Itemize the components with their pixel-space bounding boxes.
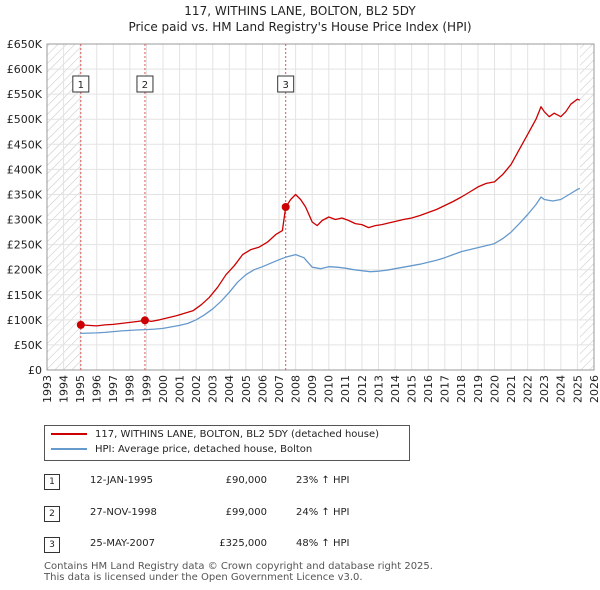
legend-label-hpi: HPI: Average price, detached house, Bolt…: [95, 444, 313, 455]
transaction-hpi-change: 48% ↑ HPI: [296, 538, 350, 549]
plot-background: [47, 44, 594, 370]
x-tick-label: 2009: [306, 375, 319, 403]
x-tick-label: 1994: [57, 375, 70, 403]
y-tick-label: £450K: [7, 138, 43, 151]
sale-point: [281, 203, 290, 211]
transaction-price: £325,000: [219, 538, 267, 549]
x-tick-label: 2023: [538, 375, 551, 403]
transaction-number: 1: [44, 474, 60, 490]
x-tick-label: 2001: [173, 375, 186, 403]
y-tick-label: £0: [28, 364, 42, 377]
property-price-line: [80, 98, 581, 327]
hatched-region: [579, 44, 594, 370]
x-tick-label: 2011: [339, 375, 352, 403]
x-tick-label: 2025: [571, 375, 584, 403]
sale-label-number: 2: [142, 80, 148, 91]
x-tick-label: 2013: [372, 375, 385, 403]
chart-legend: 117, WITHINS LANE, BOLTON, BL2 5DY (deta…: [44, 425, 410, 461]
plot-frame: [46, 43, 595, 371]
transaction-hpi-change: 24% ↑ HPI: [296, 507, 350, 518]
y-tick-label: £650K: [7, 38, 43, 51]
sale-label-box: [136, 75, 154, 93]
x-tick-label: 2016: [422, 375, 435, 403]
x-tick-label: 2022: [522, 375, 535, 403]
x-tick-label: 2002: [190, 375, 203, 403]
chart-title: 117, WITHINS LANE, BOLTON, BL2 5DY: [184, 4, 416, 18]
x-tick-label: 2019: [472, 375, 485, 403]
transaction-row: 3 25-MAY-2007 £325,000 48% ↑ HPI: [0, 537, 600, 557]
x-tick-label: 2015: [406, 375, 419, 403]
transaction-hpi-change: 23% ↑ HPI: [296, 475, 350, 486]
sale-label-number: 1: [78, 80, 84, 91]
footer-licence: This data is licensed under the Open Gov…: [44, 572, 363, 583]
legend-item-property: 117, WITHINS LANE, BOLTON, BL2 5DY (deta…: [51, 428, 379, 442]
x-tick-label: 2007: [273, 375, 286, 403]
legend-item-hpi: HPI: Average price, detached house, Bolt…: [51, 443, 312, 457]
sale-label-box: [72, 75, 90, 93]
legend-swatch-hpi: [51, 448, 87, 450]
y-tick-label: £50K: [14, 339, 43, 352]
hpi-line: [80, 187, 581, 335]
x-tick-label: 1998: [124, 375, 137, 403]
y-tick-label: £200K: [7, 264, 43, 277]
y-tick-label: £250K: [7, 239, 43, 252]
sale-point: [140, 316, 149, 325]
transaction-date: 12-JAN-1995: [90, 475, 154, 486]
x-tick-label: 1997: [107, 375, 120, 403]
y-tick-label: £600K: [7, 63, 43, 76]
x-tick-label: 1995: [74, 375, 87, 403]
y-tick-label: £100K: [7, 314, 43, 327]
x-tick-label: 2005: [240, 375, 253, 403]
sale-point: [76, 320, 85, 329]
x-tick-label: 2003: [207, 375, 220, 403]
chart-subtitle: Price paid vs. HM Land Registry's House …: [128, 20, 471, 34]
transaction-price: £90,000: [225, 475, 267, 486]
y-tick-label: £500K: [7, 113, 43, 126]
transaction-number: 3: [44, 537, 60, 553]
x-tick-label: 2018: [455, 375, 468, 403]
x-tick-label: 2008: [289, 375, 302, 403]
price-chart: 117, WITHINS LANE, BOLTON, BL2 5DY Price…: [7, 4, 600, 403]
y-tick-label: £150K: [7, 289, 43, 302]
x-tick-label: 2026: [588, 375, 600, 403]
transaction-price: £99,000: [225, 507, 267, 518]
sale-label-number: 3: [283, 80, 289, 91]
legend-label-property: 117, WITHINS LANE, BOLTON, BL2 5DY (deta…: [95, 429, 380, 440]
transaction-date: 27-NOV-1998: [90, 507, 157, 518]
y-tick-label: £400K: [7, 163, 43, 176]
transaction-row: 2 27-NOV-1998 £99,000 24% ↑ HPI: [0, 506, 600, 526]
transaction-date: 25-MAY-2007: [90, 538, 156, 549]
x-tick-label: 1996: [91, 375, 104, 403]
x-tick-label: 2017: [439, 375, 452, 403]
footer-copyright: Contains HM Land Registry data © Crown c…: [44, 561, 433, 572]
footer: Contains HM Land Registry data © Crown c…: [44, 561, 433, 583]
x-tick-label: 1999: [140, 375, 153, 403]
x-tick-label: 2020: [488, 375, 501, 403]
x-tick-label: 2006: [256, 375, 269, 403]
x-tick-label: 2021: [505, 375, 518, 403]
x-tick-label: 2012: [356, 375, 369, 403]
x-tick-label: 2014: [389, 375, 402, 403]
x-tick-label: 1993: [41, 375, 54, 403]
x-tick-label: 2000: [157, 375, 170, 403]
x-tick-label: 2010: [323, 375, 336, 403]
y-tick-label: £350K: [7, 188, 43, 201]
x-tick-label: 2024: [555, 375, 568, 403]
legend-swatch-property: [51, 433, 87, 435]
y-tick-label: £300K: [7, 214, 43, 227]
transaction-number: 2: [44, 506, 60, 522]
transaction-row: 1 12-JAN-1995 £90,000 23% ↑ HPI: [0, 474, 600, 494]
x-tick-label: 2004: [223, 375, 236, 403]
sale-label-box: [277, 75, 295, 93]
y-tick-label: £550K: [7, 88, 43, 101]
